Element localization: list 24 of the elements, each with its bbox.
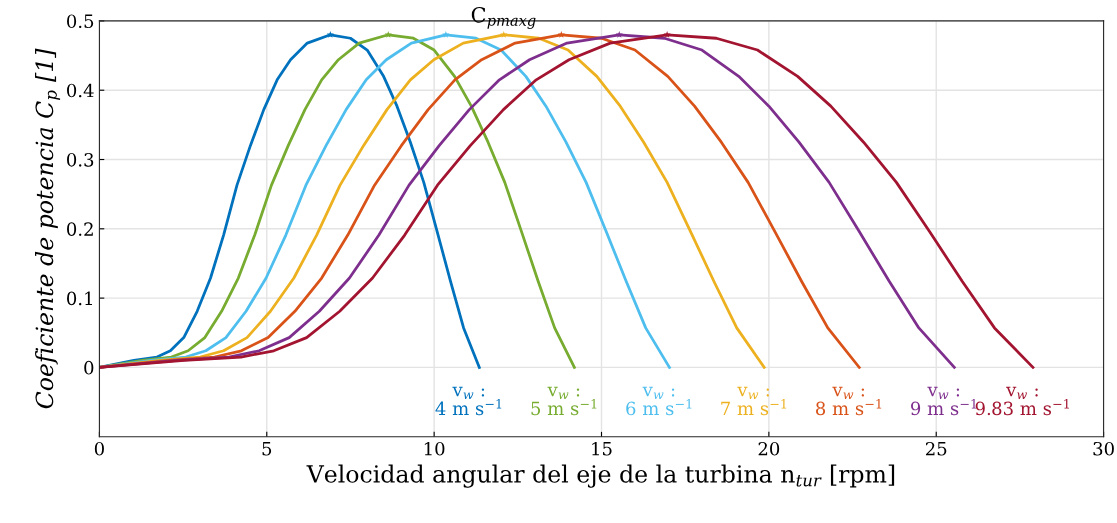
y-tick-label: 0 [84, 360, 94, 375]
x-tick-label: 15 [592, 441, 612, 456]
series-label: v$_{w}$ : 7 m s$^{−1}$ [721, 386, 787, 416]
y-tick-label: 0.4 [67, 83, 94, 98]
x-tick-label: 0 [94, 441, 104, 456]
y-tick-label: 0.5 [67, 14, 94, 29]
x-tick-label: 10 [424, 441, 445, 456]
y-axis-title: Coeficiente de potencia C$_{p}$ [1] [35, 48, 61, 409]
series-label: v$_{w}$ : 4 m s$^{−1}$ [435, 386, 502, 416]
series-label: v$_{w}$ : 5 m s$^{−1}$ [531, 386, 597, 416]
x-tick-label: 30 [1093, 441, 1114, 456]
y-tick-label: 0.3 [67, 152, 94, 167]
series-label: v$_{w}$ : 6 m s$^{−1}$ [626, 386, 692, 416]
y-tick-label: 0.2 [67, 222, 93, 236]
series-label: v$_{w}$ : 8 m s$^{−1}$ [816, 386, 882, 416]
annotation: C$_{pmaxg}$ [471, 6, 536, 29]
x-tick-label: 20 [758, 441, 780, 456]
x-tick-label: 25 [925, 441, 947, 456]
x-tick-label: 5 [262, 442, 272, 456]
series-label: v$_{w}$ : 9.83 m s$^{−1}$ [975, 386, 1069, 416]
x-axis-title: Velocidad angular del eje de la turbina n$_{tur}$ [rpm] [306, 464, 895, 488]
series-label: v$_{w}$ : 9 m s$^{−1}$ [911, 386, 977, 416]
line-series [99, 33, 576, 369]
y-tick-label: 0.1 [67, 291, 92, 306]
